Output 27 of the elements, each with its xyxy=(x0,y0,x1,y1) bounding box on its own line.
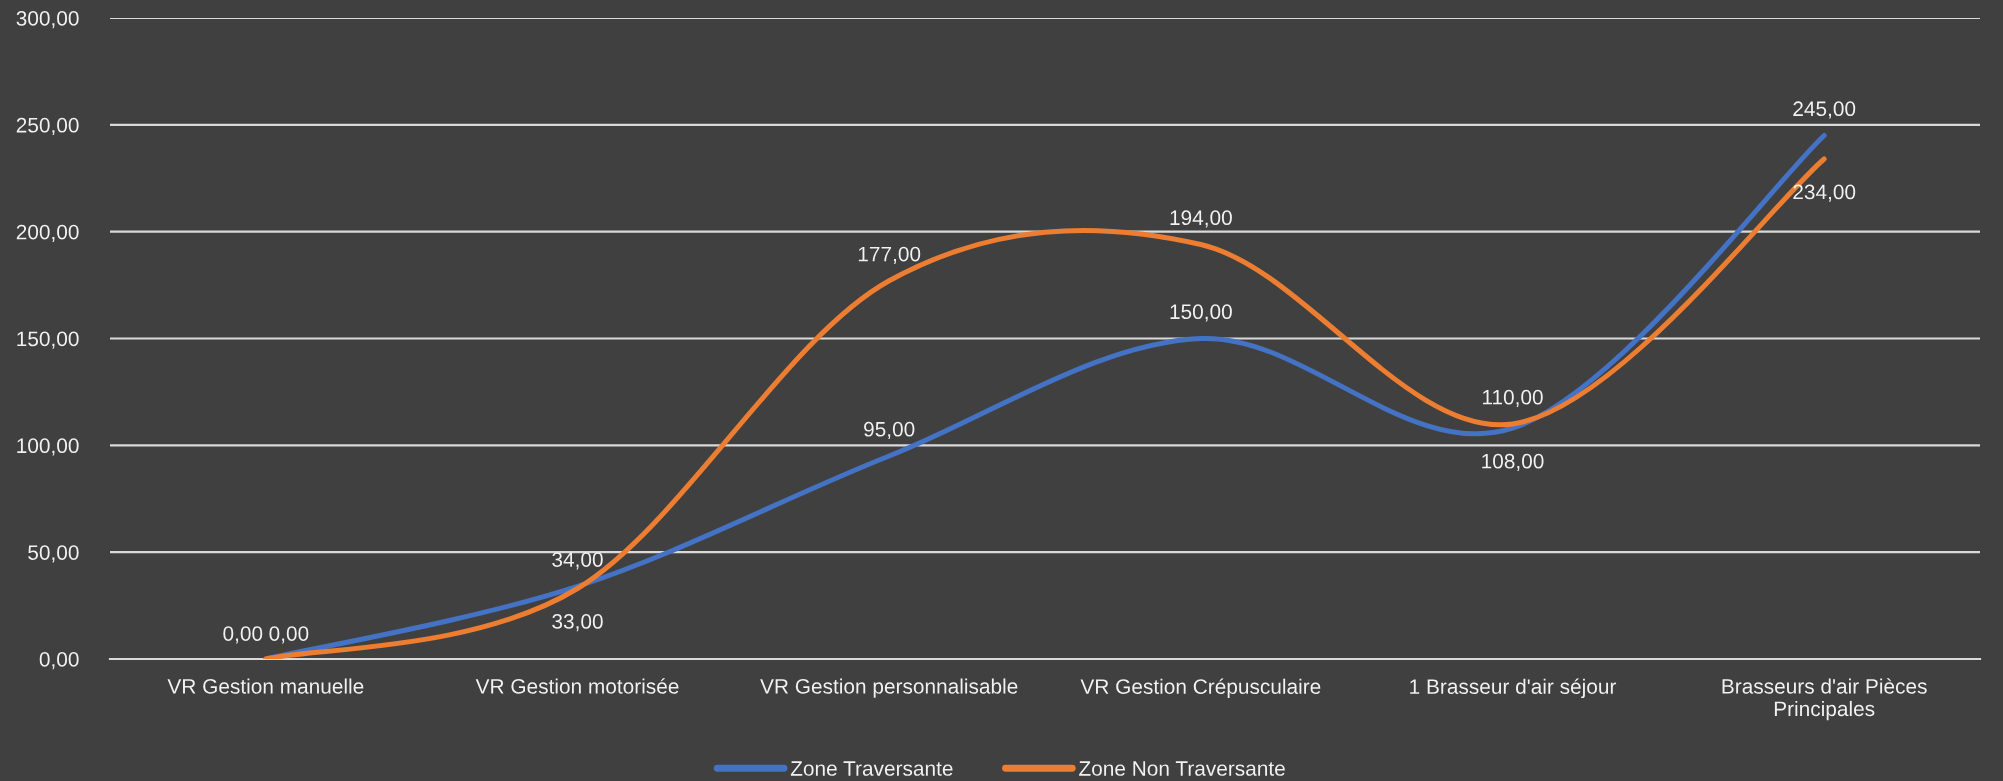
y-tick-label: 150,00 xyxy=(17,331,79,349)
data-label: 95,00 xyxy=(864,421,915,440)
x-tick-label: VR Gestion Crépusculaire xyxy=(1080,678,1321,699)
y-tick-label: 50,00 xyxy=(28,545,79,563)
data-label: 0,00 xyxy=(223,626,263,644)
data-label: 194,00 xyxy=(1170,210,1232,228)
y-tick-label: 100,00 xyxy=(17,438,79,456)
x-tick-label: 1 Brasseur d'air séjour xyxy=(1410,678,1617,699)
x-tick-label: VR Gestion personnalisable xyxy=(760,678,1018,698)
data-label: 245,00 xyxy=(1793,101,1856,119)
data-label: 177,00 xyxy=(858,246,921,264)
y-tick-label: 0,00 xyxy=(39,652,79,670)
data-label: 33,00 xyxy=(552,614,603,632)
legend-label: Zone Non Traversante xyxy=(1079,761,1285,776)
x-tick-label: VR Gestion manuelle xyxy=(167,678,364,694)
y-tick-label: 300,00 xyxy=(16,11,79,29)
data-label: 150,00 xyxy=(1170,304,1232,322)
x-tick-label: Brasseurs d'air Pièces Principales xyxy=(1722,678,1927,721)
x-tick-label: VR Gestion motorisée xyxy=(475,678,679,694)
data-label: 110,00 xyxy=(1483,389,1543,408)
data-label: 0,00 xyxy=(269,626,309,644)
y-tick-label: 200,00 xyxy=(16,224,79,242)
legend-label: Zone Traversante xyxy=(790,761,953,776)
y-tick-label: 250,00 xyxy=(16,117,79,136)
data-label: 34,00 xyxy=(552,552,603,570)
data-label: 234,00 xyxy=(1793,184,1856,202)
data-label: 108,00 xyxy=(1482,453,1544,471)
